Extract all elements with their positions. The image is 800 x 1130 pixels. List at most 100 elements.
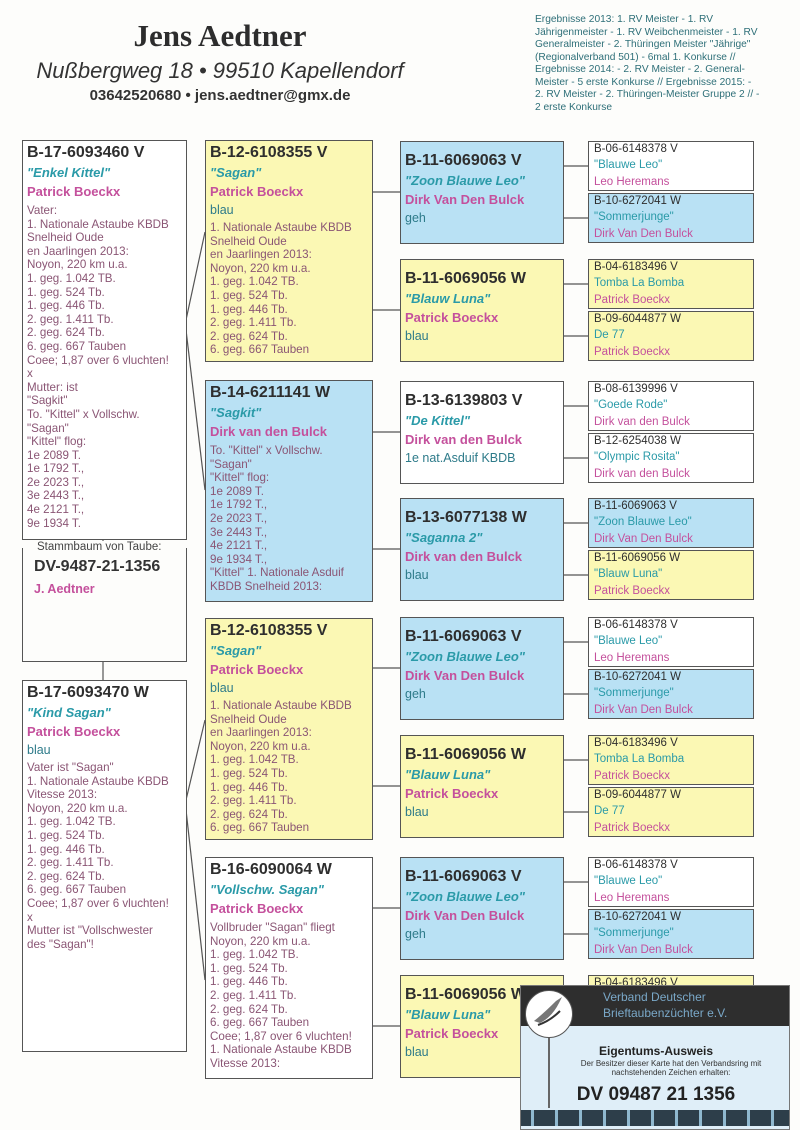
pigeon-notes: Vater ist "Sagan" 1. Nationale Astaube K… (27, 761, 169, 951)
pigeon-box: B-10-6272041 W "Sommerjunge" Dirk Van Den … (588, 909, 754, 959)
pigeon-breeder: Leo Heremans (594, 176, 670, 188)
pigeon-breeder: Patrick Boeckx (594, 585, 671, 597)
pigeon-name: "Blauw Luna" (405, 291, 491, 306)
subject-label: Stammbaum von Taube: (34, 541, 165, 553)
pigeon-ring: B-11-6069056 W (594, 552, 681, 564)
pigeon-name: Tomba La Bomba (594, 753, 685, 765)
pigeon-box: B-17-6093460 V "Enkel Kittel" Patrick Boec… (22, 140, 187, 540)
pigeon-box: B-11-6069056 W "Blauw Luna" Patrick Boeckx… (400, 259, 564, 362)
pigeon-box: B-17-6093470 W "Kind Sagan" Patrick Boeckx… (22, 680, 187, 1052)
pigeon-name: Tomba La Bomba (594, 277, 685, 289)
pigeon-box: B-11-6069063 V "Zoon Blauwe Leo" Dirk Van … (400, 857, 564, 960)
pigeon-name: "Goede Rode" (594, 399, 668, 411)
pigeon-breeder: Dirk Van Den Bulck (405, 192, 525, 207)
pigeon-color: 1e nat.Asduif KBDB (405, 451, 516, 465)
pigeon-box: B-13-6139803 V "De Kittel" Dirk van den Bu… (400, 381, 564, 484)
stork-icon (525, 990, 573, 1038)
pigeon-name: "Kind Sagan" (27, 705, 111, 720)
pigeon-name: "Zoon Blauwe Leo" (405, 889, 525, 904)
pigeon-notes: Vollbruder "Sagan" fliegt Noyon, 220 km … (210, 921, 352, 1070)
pigeon-ring: B-17-6093470 W (27, 684, 149, 701)
pigeon-breeder: Patrick Boeckx (405, 1026, 499, 1041)
pigeon-breeder: Patrick Boeckx (594, 346, 671, 358)
pigeon-box: B-04-6183496 V Tomba La Bomba Patrick Boec… (588, 259, 754, 309)
pigeon-breeder: Dirk van den Bulck (405, 432, 523, 447)
pigeon-color: blau (27, 743, 51, 757)
pigeon-ring: B-13-6077138 W (405, 509, 527, 526)
pigeon-name: "Sommerjunge" (594, 927, 674, 939)
pigeon-breeder: Patrick Boeckx (594, 822, 671, 834)
pigeon-breeder: Dirk van den Bulck (594, 468, 690, 480)
card-pin-line (548, 1038, 550, 1108)
pigeon-color: blau (405, 1045, 429, 1059)
pigeon-name: "Blauwe Leo" (594, 635, 663, 647)
pigeon-name: "Zoon Blauwe Leo" (405, 649, 525, 664)
pigeon-ring: B-04-6183496 V (594, 737, 678, 749)
pigeon-breeder: Patrick Boeckx (210, 184, 304, 199)
breeder-name: Jens Aedtner (133, 18, 307, 53)
pigeon-breeder: Dirk Van Den Bulck (594, 533, 693, 545)
pigeon-name: De 77 (594, 805, 625, 817)
subject-box (22, 548, 187, 662)
pigeon-ring: B-10-6272041 W (594, 671, 681, 683)
pigeon-box: B-11-6069056 W "Blauw Luna" Patrick Boeckx… (400, 735, 564, 838)
pigeon-ring: B-12-6108355 V (210, 622, 328, 639)
pigeon-name: "Sagkit" (210, 405, 262, 420)
pigeon-name: "Olympic Rosita" (594, 451, 680, 463)
pigeon-ring: B-17-6093460 V (27, 144, 145, 161)
pigeon-name: "Blauw Luna" (405, 1007, 491, 1022)
pigeon-breeder: Dirk Van Den Bulck (594, 944, 693, 956)
pigeon-box: B-16-6090064 W "Vollschw. Sagan" Patrick B… (205, 857, 373, 1079)
pigeon-box: B-11-6069063 V "Zoon Blauwe Leo" Dirk Van … (588, 498, 754, 548)
pigeon-breeder: Patrick Boeckx (594, 294, 671, 306)
pigeon-name: "Vollschw. Sagan" (210, 882, 324, 897)
pigeon-name: "Enkel Kittel" (27, 165, 111, 180)
card-text: Der Besitzer dieser Karte hat den Verban… (580, 1059, 762, 1077)
pigeon-ring: B-12-6108355 V (210, 144, 328, 161)
pigeon-breeder: Patrick Boeckx (27, 724, 121, 739)
pigeon-breeder: Dirk van den Bulck (405, 549, 523, 564)
card-pattern-band (521, 1110, 789, 1126)
results-summary: Ergebnisse 2013: 1. RV Meister - 1. RV J… (535, 14, 760, 113)
pigeon-ring: B-08-6139996 V (594, 383, 678, 395)
card-organization: Verband Deutscher Brieftaubenzüchter e.V… (603, 990, 728, 1020)
pigeon-name: De 77 (594, 329, 625, 341)
pigeon-name: "De Kittel" (405, 413, 471, 428)
pigeon-name: "Sommerjunge" (594, 211, 674, 223)
pigeon-box: B-06-6148378 V "Blauwe Leo" Leo Heremans (588, 141, 754, 191)
pigeon-breeder: Patrick Boeckx (27, 184, 121, 199)
pigeon-ring: B-13-6139803 V (405, 392, 523, 409)
pigeon-ring: B-06-6148378 V (594, 859, 678, 871)
pigeon-notes: To. "Kittel" x Vollschw. "Sagan" "Kittel… (210, 444, 344, 593)
pigeon-ring: B-14-6211141 W (210, 384, 331, 401)
pigeon-ring: B-11-6069056 W (405, 270, 526, 287)
pigeon-box: B-06-6148378 V "Blauwe Leo" Leo Heremans (588, 617, 754, 667)
pigeon-notes: Vater: 1. Nationale Astaube KBDB Snelhei… (27, 204, 169, 530)
pigeon-ring: B-11-6069056 W (405, 746, 526, 763)
pigeon-breeder: Patrick Boeckx (210, 662, 304, 677)
breeder-contact: 03642520680 • jens.aedtner@gmx.de (89, 87, 351, 104)
pigeon-box: B-11-6069063 V "Zoon Blauwe Leo" Dirk Van … (400, 141, 564, 244)
pigeon-breeder: Patrick Boeckx (594, 770, 671, 782)
pigeon-color: blau (210, 203, 234, 217)
pigeon-ring: B-10-6272041 W (594, 195, 681, 207)
pigeon-box: B-14-6211141 W "Sagkit" Dirk van den Bulck… (205, 380, 373, 602)
pigeon-ring: B-11-6069063 V (405, 628, 522, 645)
pigeon-color: blau (405, 568, 429, 582)
pigeon-ring: B-09-6044877 W (594, 313, 681, 325)
pigeon-box: B-11-6069056 W "Blauw Luna" Patrick Boeckx (588, 550, 754, 600)
pigeon-box: B-08-6139996 V "Goede Rode" Dirk van den B… (588, 381, 754, 431)
pigeon-name: "Zoon Blauwe Leo" (594, 516, 692, 528)
pigeon-name: "Sagan" (210, 643, 262, 658)
card-ring-number: DV 09487 21 1356 (576, 1084, 736, 1105)
breeder-address: Nußbergweg 18 • 99510 Kapellendorf (36, 58, 404, 83)
pigeon-name: "Sommerjunge" (594, 687, 674, 699)
card-title: Eigentums-Ausweis (598, 1044, 714, 1058)
pigeon-ring: B-11-6069063 V (594, 500, 677, 512)
connector-line (185, 329, 206, 491)
pigeon-breeder: Dirk van den Bulck (594, 416, 690, 428)
pigeon-box: B-12-6108355 V "Sagan" Patrick Boeckx blau 1… (205, 618, 373, 840)
pigeon-color: geh (405, 687, 426, 701)
pigeon-ring: B-16-6090064 W (210, 861, 332, 878)
pigeon-box: B-10-6272041 W "Sommerjunge" Dirk Van Den … (588, 669, 754, 719)
